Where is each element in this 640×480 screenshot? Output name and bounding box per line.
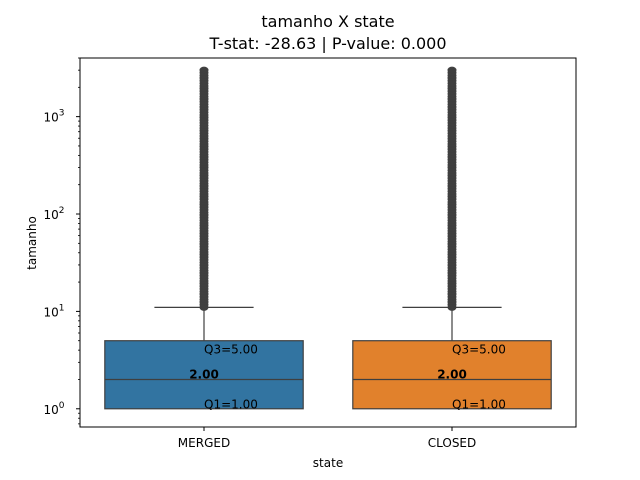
y-tick-base: 10 [43,208,58,222]
q1-annotation: Q1=1.00 [204,397,258,411]
y-tick-exponent: 1 [59,303,65,313]
outlier-points [447,66,457,311]
x-axis-label: state [313,456,343,470]
y-tick-base: 10 [43,305,58,319]
q3-annotation: Q3=5.00 [452,343,506,357]
q1-annotation: Q1=1.00 [452,397,506,411]
chart-subtitle: T-stat: -28.63 | P-value: 0.000 [208,34,446,53]
q3-annotation: Q3=5.00 [204,343,258,357]
box-closed: Q3=5.00 2.00 Q1=1.00 [352,66,552,411]
plot-area: Q3=5.00 2.00 Q1=1.00 Q3=5.00 2.00 Q1=1.00 [104,66,552,411]
outlier-point [447,66,457,74]
x-tick-label: CLOSED [428,436,477,450]
y-tick-label: 103 [43,109,64,125]
iqr-box [104,340,304,410]
y-tick-base: 10 [43,403,58,417]
y-tick-exponent: 3 [59,109,65,119]
y-tick-label: 101 [43,303,64,319]
y-tick-label: 102 [43,206,64,222]
y-axis-label: tamanho [25,216,39,270]
median-annotation: 2.00 [189,367,219,381]
y-tick-base: 10 [43,111,58,125]
x-tick-label: MERGED [178,436,230,450]
box-merged: Q3=5.00 2.00 Q1=1.00 [104,66,304,411]
axes-frame [79,57,577,428]
chart-title: tamanho X state [261,12,394,31]
median-annotation: 2.00 [437,367,467,381]
y-tick-label: 100 [43,401,64,417]
outlier-points [199,66,209,311]
iqr-box [352,340,552,410]
outlier-point [199,66,209,74]
y-tick-exponent: 0 [59,401,65,411]
y-tick-exponent: 2 [59,206,65,216]
